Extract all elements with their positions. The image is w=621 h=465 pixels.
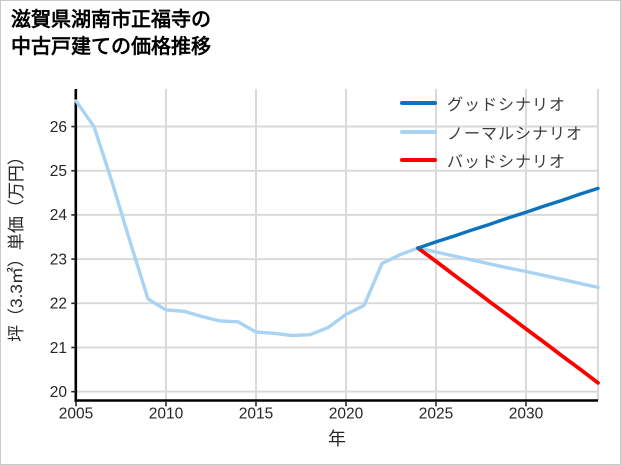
bad-scenario-label: バッドシナリオ [447, 154, 567, 171]
chart-title-line1: 滋賀県湖南市正福寺の [11, 9, 211, 31]
chart-legend: グッドシナリオ ノーマルシナリオ バッドシナリオ [400, 94, 583, 180]
normal-scenario-label: ノーマルシナリオ [447, 125, 584, 143]
series-line-2 [416, 246, 600, 385]
svg-text:2005: 2005 [59, 406, 93, 423]
svg-text:2010: 2010 [149, 406, 184, 423]
svg-text:22: 22 [50, 296, 67, 313]
svg-text:23: 23 [50, 251, 67, 268]
good-scenario-line-swatch [400, 101, 437, 105]
svg-text:2025: 2025 [419, 406, 453, 423]
svg-text:2020: 2020 [329, 406, 364, 423]
svg-text:20: 20 [50, 384, 68, 401]
series-line-0 [416, 186, 600, 250]
svg-text:25: 25 [50, 163, 67, 180]
chart-title-line2: 中古戸建ての価格推移 [11, 36, 211, 58]
normal-scenario-line-swatch [400, 129, 437, 134]
good-scenario-label: グッドシナリオ [447, 97, 567, 114]
legend-item-normal-scenario: ノーマルシナリオ [400, 123, 584, 143]
svg-text:2030: 2030 [509, 406, 544, 423]
x-axis-label: 年 [328, 429, 346, 449]
svg-text:24: 24 [50, 207, 68, 224]
svg-text:21: 21 [50, 340, 67, 357]
svg-text:2015: 2015 [239, 406, 273, 423]
bad-scenario-line-swatch [400, 158, 437, 162]
series-line-1 [74, 99, 600, 338]
axes-spines [74, 89, 598, 402]
series-layer [74, 99, 600, 385]
tick-marks [71, 125, 527, 407]
legend-item-good-scenario: グッドシナリオ [400, 94, 583, 114]
tick-labels: 2005 2010 2015 2020 2025 2030 20 21 22 23 24 25 26 [50, 119, 544, 423]
legend-item-bad-scenario: バッドシナリオ [400, 151, 583, 171]
y-axis-label: 坪（3.3㎡）単価（万円） [7, 148, 26, 342]
svg-text:26: 26 [50, 119, 67, 136]
chart-title: 滋賀県湖南市正福寺の 中古戸建ての価格推移 [11, 7, 211, 61]
